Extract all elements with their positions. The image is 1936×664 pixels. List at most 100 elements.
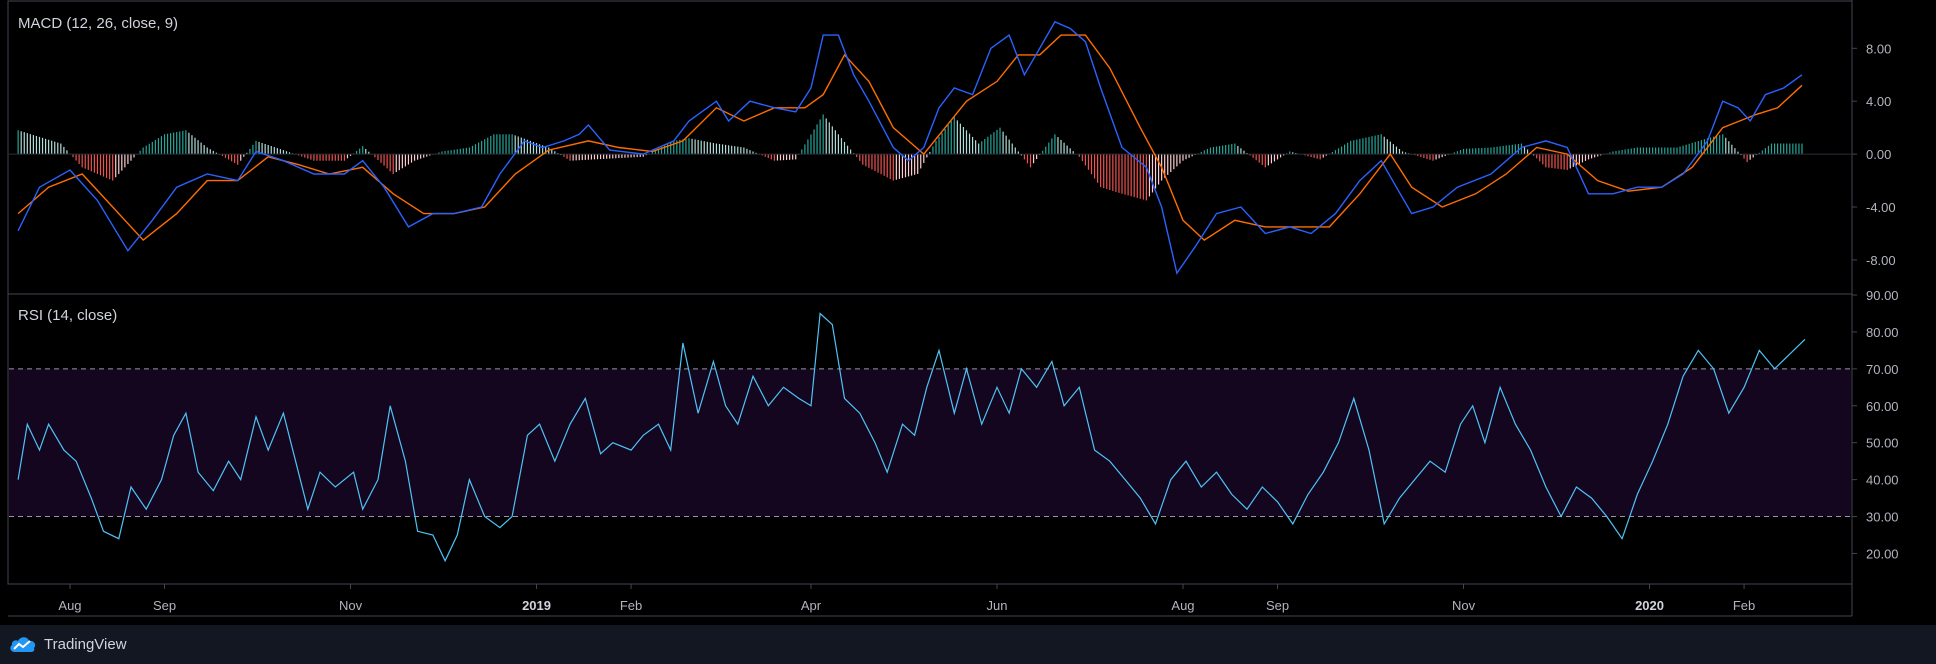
macd-histogram-bar — [1032, 154, 1035, 164]
macd-histogram-bar — [1106, 154, 1108, 190]
macd-histogram-bar — [740, 147, 742, 155]
macd-histogram-bar — [1801, 143, 1803, 155]
macd-histogram-bar — [670, 142, 672, 155]
macd-histogram-bar — [23, 132, 25, 155]
macd-histogram-bar — [1658, 147, 1660, 155]
macd-histogram-bar — [1063, 142, 1065, 155]
macd-histogram-bar — [1234, 143, 1236, 155]
macd-histogram-bar — [288, 152, 291, 155]
macd-histogram-bar — [1167, 154, 1169, 175]
macd-histogram-bar — [1136, 154, 1138, 198]
macd-histogram-bar — [1124, 154, 1126, 195]
macd-histogram-bar — [1334, 150, 1337, 155]
macd-histogram-bar — [1225, 145, 1227, 155]
macd-histogram-bar — [785, 154, 788, 160]
macd-histogram-bar — [1011, 143, 1013, 155]
time-tick-label: 2020 — [1635, 598, 1664, 613]
rsi-pane[interactable]: RSI (14, close) 90.00 80.00 70.00 60.00 50.0… — [7, 288, 1899, 585]
macd-histogram-bar — [1712, 136, 1715, 155]
macd-histogram-bar — [487, 137, 489, 155]
macd-histogram-bar — [1789, 143, 1791, 155]
macd-histogram-bar — [749, 150, 751, 155]
macd-histogram-bar — [310, 154, 312, 160]
time-axis[interactable]: Aug Sep Nov 2019 Feb Apr Jun Aug Sep Nov 2020 Feb — [8, 0, 1853, 617]
macd-histogram-bar — [1481, 147, 1483, 155]
macd-histogram-bar — [1533, 154, 1535, 156]
macd-histogram-bar — [1100, 154, 1102, 188]
macd-histogram-bar — [1395, 146, 1398, 155]
macd-histogram-bar — [1773, 143, 1776, 155]
macd-histogram-bar — [682, 139, 684, 155]
macd-histogram-bar — [1560, 154, 1562, 170]
macd-histogram-bar — [377, 154, 379, 161]
macd-histogram-bar — [1142, 154, 1144, 200]
macd-histogram-bar — [1380, 134, 1382, 155]
rsi-title[interactable]: RSI (14, close) — [18, 307, 117, 324]
macd-histogram-bar — [1151, 154, 1154, 193]
macd-line — [17, 20, 1803, 275]
macd-histogram-bar — [392, 154, 394, 174]
macd-histogram-bar — [160, 136, 163, 155]
tradingview-logo[interactable]: TradingView — [8, 634, 127, 654]
macd-price-axis[interactable]: 8.00 4.00 0.00 -4.00 -8.00 — [1852, 41, 1896, 268]
macd-histogram-bar — [822, 114, 824, 155]
macd-histogram-bar — [1307, 154, 1309, 157]
macd-histogram-bar — [398, 154, 400, 171]
macd-histogram-bar — [1249, 154, 1251, 156]
macd-histogram-bar — [1157, 154, 1160, 185]
macd-histogram-bar — [712, 142, 714, 155]
macd-histogram-bar — [1173, 154, 1175, 170]
time-axis-labels: Aug Sep Nov 2019 Feb Apr Jun Aug Sep Nov 2020 Feb — [58, 584, 1755, 613]
macd-histogram-bar — [1661, 147, 1663, 155]
macd-histogram-bar — [1731, 144, 1733, 155]
macd-histogram-bar — [1484, 147, 1486, 155]
macd-histogram-bar — [1042, 150, 1044, 155]
macd-histogram-bar — [66, 150, 68, 155]
macd-histogram-bar — [1020, 154, 1022, 156]
macd-histogram-bar — [856, 154, 858, 158]
macd-histogram-bar — [587, 154, 589, 160]
macd-histogram-bar — [1054, 134, 1056, 155]
macd-histogram-bar — [581, 154, 583, 161]
macd-histogram-bar — [816, 124, 818, 155]
time-tick-label: Sep — [153, 598, 176, 613]
macd-histogram-bar — [1703, 139, 1706, 155]
macd-histogram-bar — [1798, 143, 1800, 155]
macd-title[interactable]: MACD (12, 26, close, 9) — [18, 15, 178, 32]
macd-histogram-bar — [584, 154, 586, 160]
macd-histogram-bar — [170, 133, 172, 155]
indicator-chart[interactable]: MACD (12, 26, close, 9) 8.00 4.00 0.00 -4.0… — [0, 0, 1936, 625]
macd-histogram-bar — [212, 150, 214, 155]
macd-histogram-bar — [563, 154, 565, 157]
macd-histogram-bar — [935, 140, 937, 155]
macd-histogram-bar — [102, 154, 105, 177]
macd-histogram-bar — [1252, 154, 1254, 158]
macd-histogram-bar — [1344, 144, 1346, 155]
macd-histogram-bar — [130, 154, 132, 161]
macd-histogram-bar — [1584, 154, 1587, 161]
macd-histogram-bar — [346, 154, 349, 159]
macd-histogram-bar — [1633, 147, 1635, 155]
macd-histogram-bar — [252, 144, 254, 155]
macd-histogram-bar — [975, 140, 977, 155]
macd-histogram-bar — [627, 154, 629, 158]
macd-histogram-bar — [895, 154, 897, 180]
macd-histogram-bar — [1737, 151, 1739, 155]
macd-histogram-bar — [987, 136, 989, 155]
rsi-price-axis[interactable]: 90.00 80.00 70.00 60.00 50.00 40.00 30.00 20.00 — [1852, 288, 1899, 561]
macd-histogram-bar — [929, 151, 931, 155]
macd-histogram-bar — [1679, 146, 1681, 155]
macd-pane[interactable]: MACD (12, 26, close, 9) 8.00 4.00 0.00 -4.0… — [7, 0, 1896, 295]
time-tick-label: Nov — [339, 598, 363, 613]
macd-histogram-bar — [185, 130, 187, 155]
macd-histogram-bar — [1670, 147, 1672, 155]
macd-histogram-bar — [154, 139, 156, 155]
macd-histogram-bar — [926, 154, 928, 158]
time-tick-label: Nov — [1452, 598, 1476, 613]
macd-histogram-bar — [48, 139, 50, 155]
macd-histogram-bar — [81, 154, 83, 168]
macd-histogram-bar — [1115, 154, 1117, 192]
time-tick-label: Aug — [1171, 598, 1194, 613]
macd-histogram-bar — [1581, 154, 1584, 163]
macd-histogram-bar — [340, 154, 342, 161]
